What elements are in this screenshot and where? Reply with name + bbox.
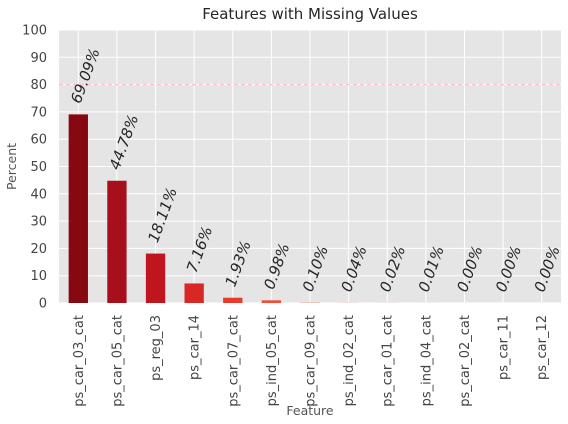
x-tick-label: ps_car_03_cat [72,315,87,407]
x-tick-label: ps_car_02_cat [458,315,473,407]
x-axis-label: Feature [286,403,334,418]
x-tick-label: ps_reg_03 [149,315,164,381]
x-tick-label: ps_car_14 [188,315,203,380]
y-tick-label: 100 [22,24,47,39]
y-axis-label: Percent [4,143,19,190]
x-tick-label: ps_car_09_cat [304,315,319,407]
bar [145,253,166,303]
bar [223,297,243,303]
y-axis-ticks: 0 10 20 30 40 50 60 70 80 90 100 [22,24,47,312]
y-tick-label: 80 [30,78,47,93]
y-tick-label: 60 [30,133,47,148]
x-tick-label: ps_car_05_cat [110,315,125,407]
x-tick-label: ps_ind_05_cat [265,315,280,406]
y-tick-label: 70 [30,105,47,120]
grid [59,29,561,304]
y-tick-label: 10 [30,269,47,284]
y-tick-label: 20 [30,242,47,257]
x-tick-label: ps_ind_02_cat [342,315,357,406]
bar [107,180,127,303]
bars [68,114,436,303]
x-tick-label: ps_car_12 [535,315,550,380]
chart-title: Features with Missing Values [202,5,418,23]
x-tick-label: ps_car_07_cat [226,315,241,407]
y-tick-label: 90 [30,51,47,66]
x-axis-ticks: ps_car_03_cat ps_car_05_cat ps_reg_03 ps_ca… [72,315,550,407]
y-tick-label: 50 [30,160,47,175]
y-tick-label: 40 [30,187,47,202]
bar [68,114,88,303]
x-tick-label: ps_car_11 [497,315,512,380]
bar [261,300,282,303]
y-tick-label: 0 [39,297,47,312]
y-tick-label: 30 [30,215,47,230]
x-tick-label: ps_ind_04_cat [419,315,434,406]
bar [184,283,204,303]
x-tick-label: ps_car_01_cat [381,315,396,407]
